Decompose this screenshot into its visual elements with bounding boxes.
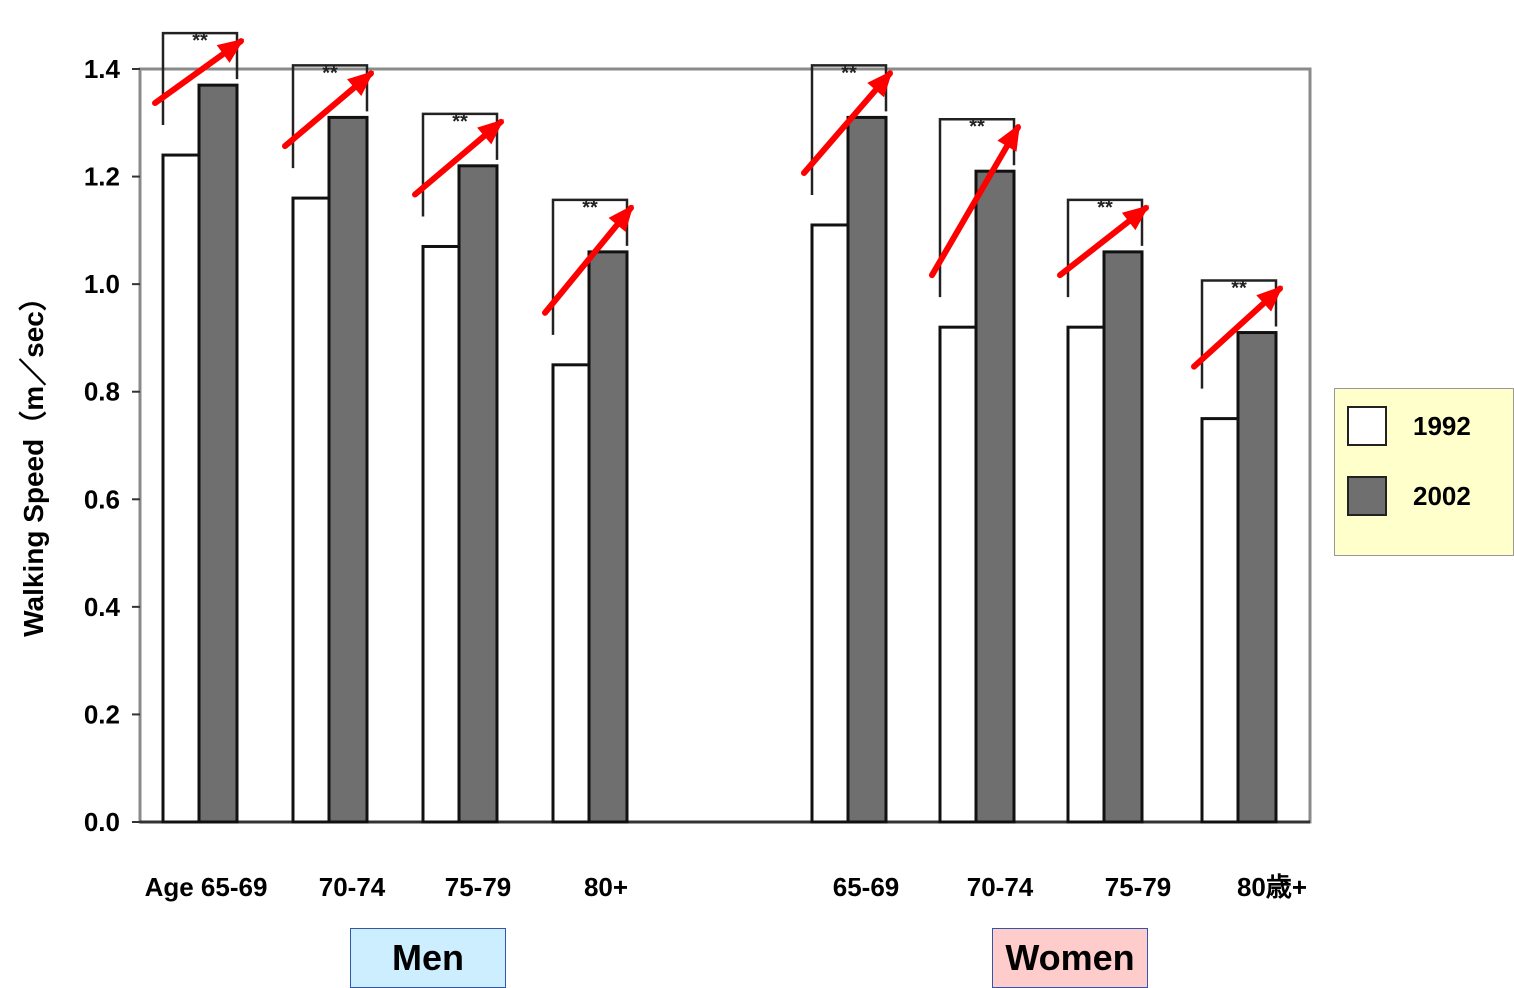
significance-mark-1: ** (322, 62, 338, 84)
trend-arrow-head-6 (1121, 205, 1150, 231)
significance-bracket-2 (421, 112, 499, 217)
trend-arrow-head-3 (608, 204, 634, 232)
bar-1992-0 (161, 153, 203, 824)
legend-item-2002: 2002 (1347, 474, 1471, 518)
men-group-label: Men (350, 928, 506, 988)
x-tick-label-1: 70-74 (319, 872, 386, 902)
significance-mark-6: ** (1097, 197, 1113, 219)
significance-bracket-0 (161, 31, 239, 126)
trend-arrow-head-4 (867, 70, 893, 98)
bar-2002-4 (846, 115, 888, 824)
legend-label-1992: 1992 (1413, 410, 1471, 441)
bar-2002-5 (974, 169, 1016, 824)
significance-bracket-7 (1200, 279, 1278, 389)
x-tick-label-6: 75-79 (1105, 872, 1172, 902)
bar-2002-1 (327, 115, 369, 824)
legend: 1992 2002 (1334, 388, 1514, 556)
y-axis-label: Walking Speed（m／sec） (18, 283, 49, 637)
significance-mark-2: ** (452, 111, 468, 133)
y-tick-label-0.0: 0.0 (84, 807, 120, 837)
bar-1992-4 (810, 223, 852, 824)
significance-mark-3: ** (582, 197, 598, 219)
women-group-label: Women (992, 928, 1148, 988)
bar-2002-3 (587, 250, 629, 824)
y-tick-label-0.8: 0.8 (84, 377, 120, 407)
trend-arrow-head-5 (997, 123, 1021, 152)
x-tick-label-5: 70-74 (967, 872, 1034, 902)
significance-mark-5: ** (969, 116, 985, 138)
trend-arrow-head-2 (477, 119, 505, 145)
bar-2002-6 (1102, 250, 1144, 824)
trend-arrow-5 (929, 124, 1021, 279)
bar-1992-1 (291, 196, 333, 824)
bar-2002-0 (197, 83, 239, 824)
trend-arrow-head-7 (1256, 285, 1283, 312)
x-tick-label-3: 80+ (584, 872, 628, 902)
bar-1992-3 (551, 363, 593, 824)
bar-1992-2 (421, 244, 463, 824)
legend-swatch-1992 (1347, 406, 1387, 446)
y-tick-label-1.4: 1.4 (84, 54, 121, 84)
x-tick-label-4: 65-69 (833, 872, 900, 902)
legend-swatch-2002 (1347, 476, 1387, 516)
x-tick-label-0: Age 65-69 (145, 872, 268, 902)
trend-arrow-3 (542, 204, 634, 316)
significance-mark-4: ** (841, 62, 857, 84)
x-tick-label-2: 75-79 (445, 872, 512, 902)
significance-bracket-6 (1066, 198, 1144, 298)
y-tick-label-0.2: 0.2 (84, 699, 120, 729)
bar-1992-6 (1066, 325, 1108, 824)
trend-arrow-head-1 (347, 70, 375, 97)
bar-2002-2 (457, 164, 499, 824)
significance-mark-0: ** (192, 30, 208, 52)
legend-label-2002: 2002 (1413, 480, 1471, 511)
bar-2002-7 (1236, 331, 1278, 824)
y-tick-label-1.2: 1.2 (84, 162, 120, 192)
significance-mark-7: ** (1231, 278, 1247, 300)
bar-1992-7 (1200, 417, 1242, 824)
bar-1992-5 (938, 325, 980, 824)
legend-item-1992: 1992 (1347, 404, 1471, 448)
trend-arrow-head-0 (216, 38, 245, 63)
y-tick-label-0.4: 0.4 (84, 592, 121, 622)
y-tick-label-0.6: 0.6 (84, 484, 120, 514)
y-tick-label-1.0: 1.0 (84, 269, 120, 299)
x-tick-label-7: 80歳+ (1237, 872, 1307, 902)
significance-bracket-1 (291, 64, 369, 169)
